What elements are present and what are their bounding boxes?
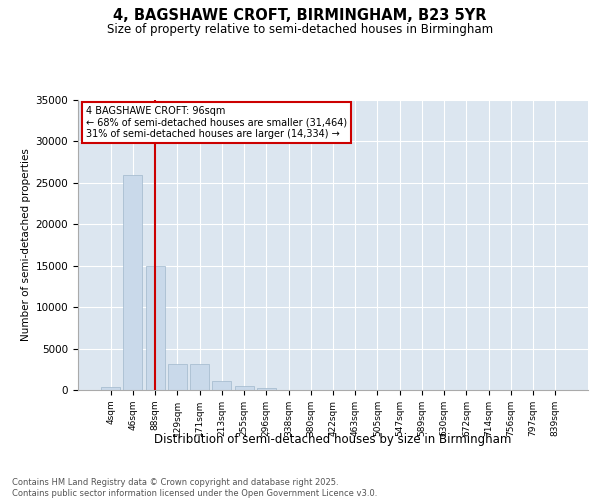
Text: 4 BAGSHAWE CROFT: 96sqm
← 68% of semi-detached houses are smaller (31,464)
31% o: 4 BAGSHAWE CROFT: 96sqm ← 68% of semi-de… (86, 106, 347, 139)
Bar (146, 266, 164, 390)
Bar (257, 388, 276, 390)
Bar (124, 174, 142, 390)
Bar (235, 386, 254, 390)
Text: Distribution of semi-detached houses by size in Birmingham: Distribution of semi-detached houses by … (154, 432, 512, 446)
Text: 4, BAGSHAWE CROFT, BIRMINGHAM, B23 5YR: 4, BAGSHAWE CROFT, BIRMINGHAM, B23 5YR (113, 8, 487, 22)
Bar (168, 364, 187, 390)
Y-axis label: Number of semi-detached properties: Number of semi-detached properties (22, 148, 31, 342)
Text: Size of property relative to semi-detached houses in Birmingham: Size of property relative to semi-detach… (107, 22, 493, 36)
Text: Contains HM Land Registry data © Crown copyright and database right 2025.
Contai: Contains HM Land Registry data © Crown c… (12, 478, 377, 498)
Bar (101, 387, 120, 390)
Bar (212, 381, 231, 390)
Bar (190, 364, 209, 390)
